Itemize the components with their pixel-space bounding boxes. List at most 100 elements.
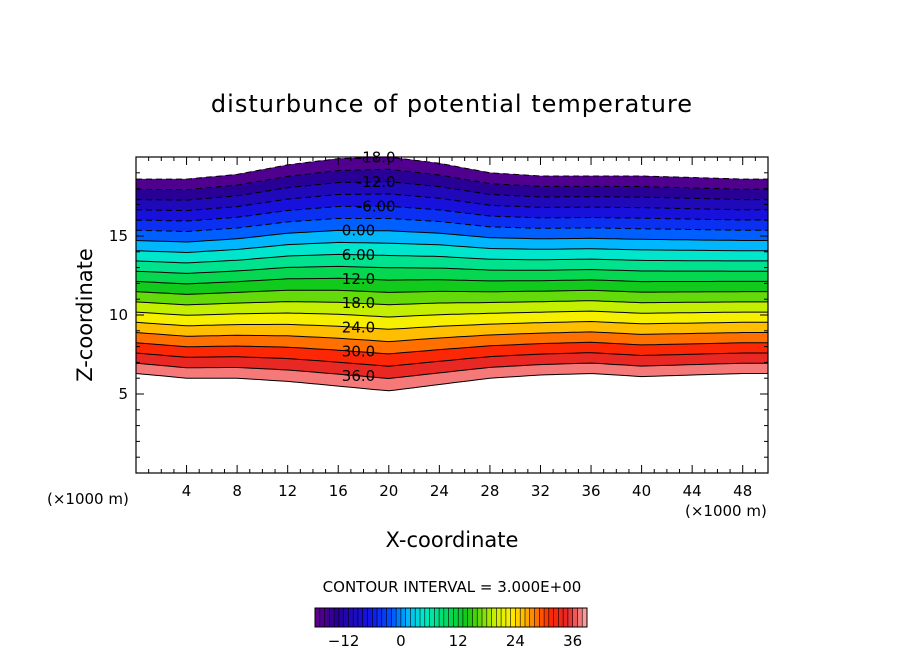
colorbar-ticks: −12 0 12 24 36 — [328, 632, 582, 650]
contour-label: 24.0 — [342, 319, 375, 337]
colorbar-cell — [486, 608, 492, 627]
colorbar-cell — [467, 608, 473, 627]
x-tick-label: 4 — [182, 482, 192, 500]
colorbar-cell — [563, 608, 569, 627]
contour-line — [136, 372, 768, 392]
contour-line — [136, 310, 768, 318]
contour-line — [136, 193, 768, 212]
colorbar-cell — [582, 608, 588, 627]
colorbar-cell — [553, 608, 559, 627]
colorbar-tick-label: −12 — [328, 632, 360, 650]
contour-line — [136, 157, 768, 180]
x-tick-label: 48 — [733, 482, 752, 500]
colorbar-cell — [525, 608, 531, 627]
colorbar-cell — [434, 608, 440, 627]
colorbar-cell — [544, 608, 550, 627]
colorbar-tick-label: 0 — [396, 632, 406, 650]
colorbar-tick-label: 12 — [449, 632, 468, 650]
colorbar-cell — [501, 608, 507, 627]
x-tick-label: 32 — [531, 482, 550, 500]
colorbar-cell — [315, 608, 321, 627]
colorbar-cell — [462, 608, 469, 627]
chart-title: disturbunce of potential temperature — [211, 90, 693, 118]
colorbar-cell — [329, 608, 335, 627]
contour-line — [136, 300, 768, 306]
x-tick-label: 24 — [430, 482, 449, 500]
colorbar-cell — [324, 608, 330, 627]
y-axis-label: Z-coordinate — [73, 248, 97, 382]
colorbar-frame — [314, 607, 588, 628]
colorbar-cell — [386, 608, 392, 627]
colorbar-cell — [405, 608, 411, 627]
colorbar-cell — [443, 608, 449, 627]
colorbar-cell — [439, 608, 445, 627]
contour-line — [136, 341, 768, 355]
colorbar-cell — [505, 608, 512, 627]
contour-label: 0.00 — [342, 222, 375, 240]
contour-line — [136, 218, 768, 233]
contour-line — [136, 168, 768, 191]
x-axis-ticks: 4 8 12 16 20 24 28 32 36 40 44 48 — [148, 157, 756, 500]
colorbar-cell — [334, 608, 340, 627]
colorbar-cell — [357, 608, 364, 627]
colorbar-cell — [429, 608, 435, 627]
colorbar-cell — [510, 608, 516, 627]
colorbar-cell — [400, 608, 407, 627]
y-tick-label: 5 — [118, 385, 128, 403]
contour-label: -12.0 — [357, 173, 396, 191]
colorbar-cell — [520, 608, 526, 627]
colorbar-cell — [367, 608, 373, 627]
y-axis-ticks: 5 10 15 — [109, 172, 768, 458]
x-tick-label: 16 — [329, 482, 348, 500]
contour-interval-note: CONTOUR INTERVAL = 3.000E+00 — [323, 578, 582, 596]
y-tick-label: 15 — [109, 227, 128, 245]
contour-line — [136, 265, 768, 274]
colorbar-tick-label: 24 — [506, 632, 525, 650]
colorbar-cell — [338, 608, 345, 627]
contour-field — [136, 157, 768, 392]
contour-label: 18.0 — [342, 294, 375, 312]
colorbar-cell — [424, 608, 430, 627]
colorbar-cell — [558, 608, 564, 627]
colorbar-cell — [348, 608, 354, 627]
colorbar-cell — [396, 608, 402, 627]
colorbar — [314, 607, 588, 628]
contour-label: 6.00 — [342, 246, 375, 264]
x-tick-label: 44 — [683, 482, 702, 500]
colorbar-cell — [415, 608, 421, 627]
colorbar-cell — [529, 608, 535, 627]
contour-line — [136, 289, 768, 295]
contour-line — [136, 253, 768, 264]
contour-line — [136, 241, 768, 254]
x-unit-left: (×1000 m) — [47, 490, 129, 508]
colorbar-cell — [420, 608, 426, 627]
x-axis-label: X-coordinate — [386, 528, 519, 552]
colorbar-cell — [472, 608, 478, 627]
colorbar-cell — [319, 608, 325, 627]
colorbar-cell — [377, 608, 383, 627]
colorbar-cell — [343, 608, 349, 627]
colorbar-cell — [410, 608, 416, 627]
x-tick-label: 40 — [632, 482, 651, 500]
colorbar-cell — [534, 608, 540, 627]
contour-labels: -18.0-12.0-6.000.006.0012.018.024.030.03… — [342, 148, 396, 385]
x-tick-label: 36 — [581, 482, 600, 500]
colorbar-cell — [353, 608, 359, 627]
colorbar-cell — [372, 608, 378, 627]
colorbar-cell — [453, 608, 459, 627]
colorbar-cell — [577, 608, 583, 627]
contour-lines — [136, 157, 768, 392]
colorbar-cell — [482, 608, 488, 627]
colorbar-cell — [515, 608, 521, 627]
colorbar-cell — [496, 608, 502, 627]
colorbar-cell — [491, 608, 497, 627]
colorbar-cell — [458, 608, 464, 627]
x-unit-right: (×1000 m) — [685, 502, 767, 520]
contour-line — [136, 181, 768, 201]
x-tick-label: 28 — [480, 482, 499, 500]
contour-line — [136, 229, 768, 243]
x-tick-label: 20 — [379, 482, 398, 500]
contour-line — [136, 320, 768, 330]
y-tick-label: 10 — [109, 306, 128, 324]
